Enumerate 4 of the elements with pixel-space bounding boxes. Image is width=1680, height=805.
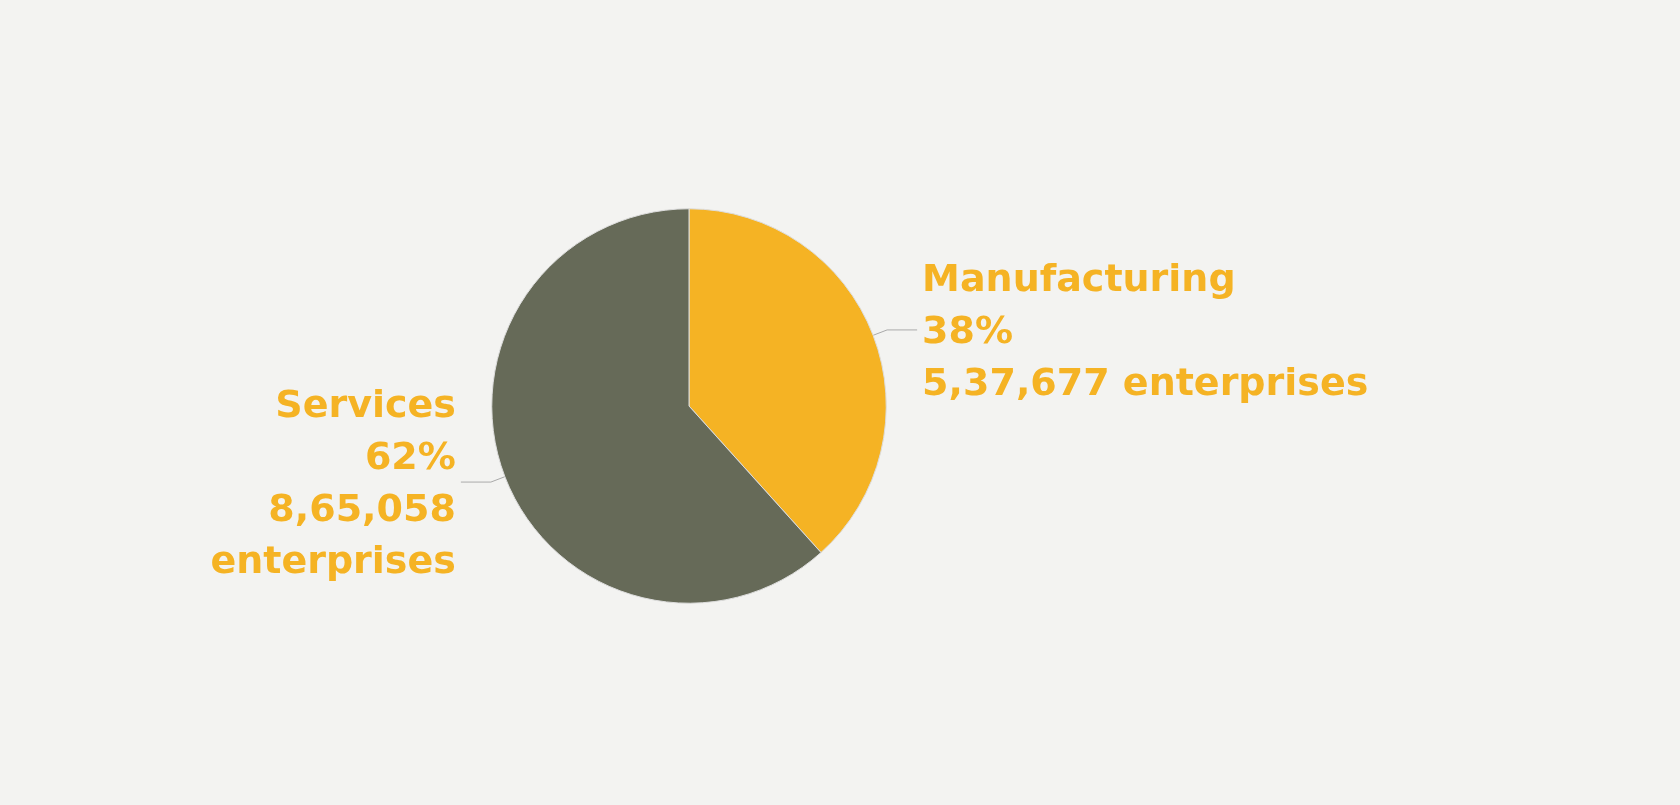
slice-label: Manufacturing <box>922 255 1236 300</box>
data-label: 62% 8,65,058 enterprises <box>210 434 456 583</box>
slice-label: Services <box>275 382 456 427</box>
data-label: 38% 5,37,677 enterprises <box>922 307 1369 404</box>
